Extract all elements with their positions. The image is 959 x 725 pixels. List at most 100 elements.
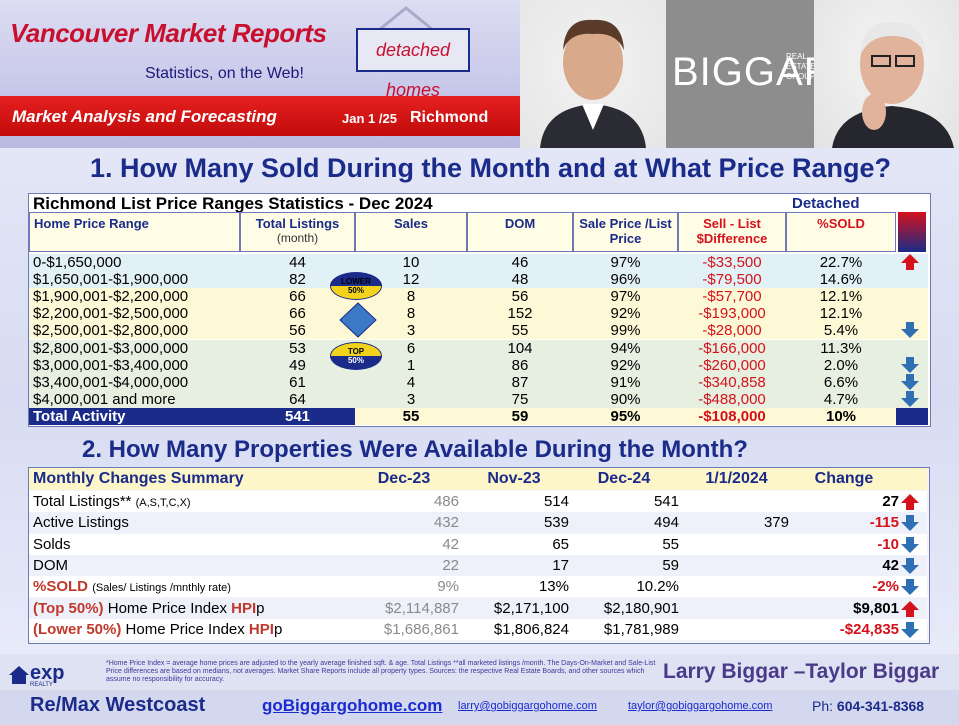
arrow-up-icon (900, 253, 920, 271)
table2-header-change: Change (814, 470, 874, 487)
top-badge-line2: 50% (347, 356, 364, 365)
arrow-down-icon (900, 356, 920, 374)
exp-realty-logo: exp REALTY (8, 662, 70, 690)
summary-label: Total Listings** (A,S,T,C,X) (33, 491, 353, 512)
cell-total: 61 (289, 373, 306, 391)
cell-range: $2,800,001-$3,000,000 (33, 339, 189, 357)
person-icon (832, 21, 954, 148)
cell-total: 66 (289, 305, 306, 323)
cell-range: 0-$1,650,000 (33, 254, 122, 271)
header-total-listings-sub: (month) (276, 231, 319, 245)
summary-c1: 42 (442, 535, 459, 553)
phone-value: 604-341-8368 (836, 698, 925, 714)
cell-sales: 12 (402, 271, 420, 289)
email-link-larry[interactable]: larry@gobiggargohome.com (458, 700, 597, 712)
cell-diff: -$33,500 (702, 254, 762, 271)
price-range-row: 0-$1,650,000 44 10 46 97% -$33,500 22.7% (29, 254, 928, 271)
arrow-down-icon (900, 514, 920, 532)
cell-sold: 4.7% (823, 390, 859, 408)
exp-logo-sub: REALTY (30, 682, 53, 688)
section1-heading: 1. How Many Sold During the Month and at… (90, 153, 892, 183)
row-label: Solds (33, 535, 71, 553)
cell-dom: 104 (507, 339, 533, 357)
total-label: Total Activity (33, 408, 126, 425)
report-city: Richmond (410, 109, 489, 126)
row-label: %SOLD (33, 578, 89, 596)
cell-sold: 12.1% (819, 288, 863, 306)
summary-c1: $2,114,887 (385, 599, 459, 617)
cell-sales: 3 (406, 322, 416, 340)
cell-sales: 1 (406, 356, 416, 374)
cell-sold: 12.1% (819, 305, 863, 323)
agent-names: Larry Biggar –Taylor Biggar (663, 660, 940, 683)
total-percent-sold: 10% (786, 408, 896, 425)
cell-sales: 8 (406, 305, 416, 323)
cell-total: 66 (289, 288, 306, 306)
summary-c4: 379 (763, 514, 789, 532)
hpi-abbr: HPI (231, 599, 257, 617)
price-range-row: $2,200,001-$2,500,000 66 8 152 92% -$193,000 1… (29, 305, 928, 323)
trend-header-swatch (898, 212, 926, 252)
total-dom: 59 (467, 408, 573, 425)
lower-50-badge: LOWER 50% (330, 272, 382, 300)
cell-diff: -$193,000 (698, 305, 766, 323)
biggar-logo: BIGGAR (672, 50, 834, 94)
summary-row: (Lower 50%) Home Price Index HPIp $1,686,… (29, 618, 927, 640)
cell-sold: 14.6% (819, 271, 863, 289)
summary-change: 27 (882, 493, 899, 510)
biggar-logo-tag: REAL ESTATE GROUP (786, 52, 816, 81)
summary-c1: 9% (437, 578, 459, 596)
top-badge-line1: TOP (347, 347, 365, 356)
report-date: Jan 1 /25 (342, 111, 397, 126)
hpi-segment: (Top 50%) (33, 599, 104, 617)
agent-photo-1 (520, 0, 666, 148)
cell-range: $2,500,001-$2,800,000 (33, 322, 189, 340)
summary-change: -115 (869, 514, 899, 532)
cell-range: $2,200,001-$2,500,000 (33, 305, 189, 323)
table2-header: Monthly Changes Summary Dec-23 Nov-23 De… (29, 468, 927, 490)
total-activity-row: Total Activity 541 55 59 95% -$108,000 1… (29, 408, 928, 425)
summary-change: $9,801 (853, 599, 899, 617)
row-label: Total Listings** (33, 493, 132, 510)
row-note: (Sales/ Listings /mnthly rate) (92, 582, 231, 595)
summary-c1: 22 (442, 556, 459, 574)
summary-label: Active Listings (33, 512, 353, 533)
email-link-taylor[interactable]: taylor@gobiggargohome.com (628, 700, 773, 712)
cell-ratio: 91% (610, 373, 641, 391)
cell-dom: 87 (511, 373, 529, 391)
footer-band (0, 654, 959, 690)
summary-label: %SOLD (Sales/ Listings /mnthly rate) (33, 576, 353, 597)
cell-range: $3,400,001-$4,000,000 (33, 373, 189, 391)
cell-dom: 86 (511, 356, 529, 374)
cell-range: $3,000,001-$3,400,000 (33, 356, 189, 374)
summary-c4 (679, 576, 789, 597)
summary-label: DOM (33, 555, 353, 576)
arrow-down-icon (900, 536, 920, 554)
website-link[interactable]: goBiggargohome.com (262, 696, 443, 715)
double-arrow-icon (339, 302, 377, 338)
total-listings: 541 (284, 408, 311, 425)
hpi-label: Home Price Index (107, 599, 227, 617)
cell-sales: 3 (406, 390, 416, 408)
cell-ratio: 90% (610, 390, 641, 408)
summary-c2: $1,806,824 (493, 620, 569, 638)
table2-header-jan24: 1/1/2024 (705, 470, 768, 487)
footer-bottom (0, 690, 959, 725)
cell-sales: 10 (402, 254, 420, 271)
arrow-down-icon (900, 621, 920, 639)
summary-c3: 55 (662, 535, 679, 553)
row-label: Active Listings (33, 514, 129, 532)
summary-c3: 10.2% (636, 578, 679, 596)
hpi-suffix: p (273, 620, 283, 638)
summary-c1: $1,686,861 (383, 620, 459, 638)
summary-c3: 494 (653, 514, 679, 532)
summary-label: (Top 50%) Home Price Index HPIp (33, 598, 353, 619)
cell-sold: 5.4% (823, 322, 859, 340)
price-range-row: $3,000,001-$3,400,000 49 1 86 92% -$260,000 2.… (29, 356, 928, 374)
biggar-logo-box (666, 0, 814, 148)
header-total-listings-label: Total Listings (255, 216, 340, 231)
header-price-range: Home Price Range (29, 212, 240, 252)
section2-heading: 2. How Many Properties Were Available Du… (82, 436, 748, 463)
cell-diff: -$57,700 (702, 288, 762, 306)
cell-range: $1,900,001-$2,200,000 (33, 288, 189, 306)
